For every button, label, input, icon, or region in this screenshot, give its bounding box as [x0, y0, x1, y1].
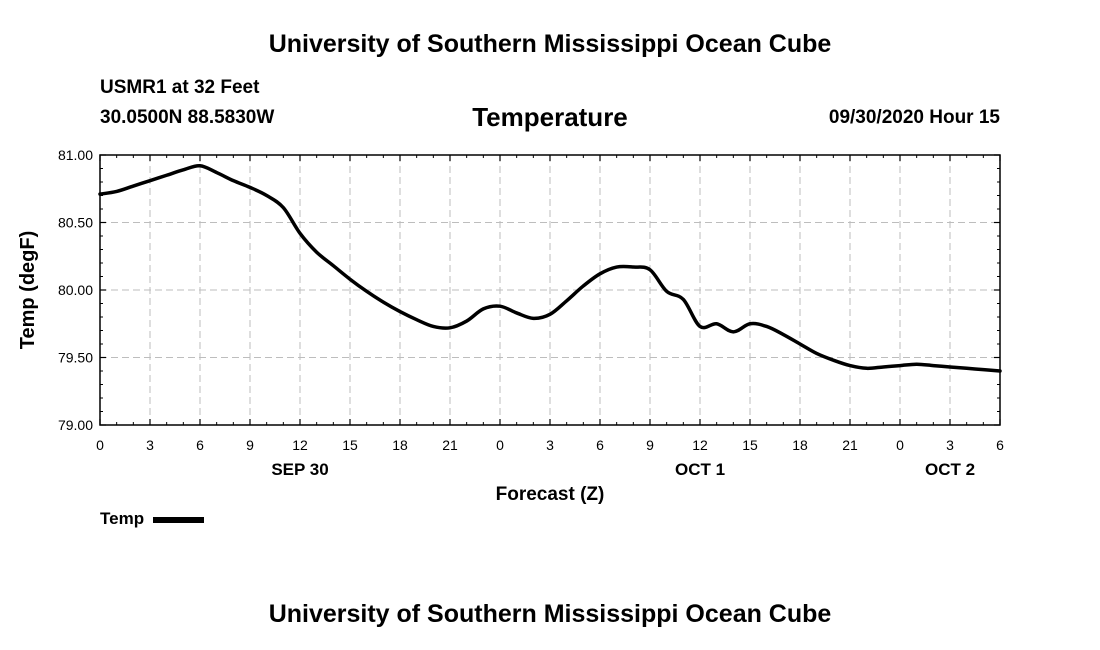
- date-label: OCT 1: [675, 460, 725, 479]
- legend: Temp: [100, 509, 205, 529]
- x-tick-label: 9: [246, 437, 254, 453]
- x-tick-label: 18: [392, 437, 408, 453]
- legend-line-swatch: [153, 517, 205, 523]
- y-axis-label: Temp (degF): [17, 231, 39, 350]
- x-tick-label: 0: [496, 437, 504, 453]
- datetime-label: 09/30/2020 Hour 15: [828, 107, 1000, 128]
- y-tick-label: 81.00: [58, 147, 93, 163]
- x-axis-label: Forecast (Z): [496, 484, 605, 505]
- x-tick-label: 9: [646, 437, 654, 453]
- bottom-title: University of Southern Mississippi Ocean…: [268, 600, 832, 628]
- x-tick-label: 3: [546, 437, 554, 453]
- x-tick-label: 18: [792, 437, 808, 453]
- x-tick-label: 12: [692, 437, 708, 453]
- x-tick-label: 0: [96, 437, 104, 453]
- x-tick-label: 6: [996, 437, 1004, 453]
- y-tick-label: 80.50: [58, 215, 93, 231]
- chart-title: Temperature: [472, 102, 628, 132]
- x-tick-label: 3: [146, 437, 154, 453]
- x-tick-label: 15: [742, 437, 758, 453]
- y-tick-label: 80.00: [58, 282, 93, 298]
- x-tick-label: 12: [292, 437, 308, 453]
- station-label: USMR1 at 32 Feet: [100, 77, 260, 98]
- y-tick-label: 79.00: [58, 417, 93, 433]
- legend-label: Temp: [100, 509, 145, 528]
- x-tick-label: 6: [196, 437, 204, 453]
- top-title: University of Southern Mississippi Ocean…: [268, 30, 832, 58]
- coordinates-label: 30.0500N 88.5830W: [100, 107, 275, 128]
- x-tick-label: 15: [342, 437, 358, 453]
- x-tick-label: 3: [946, 437, 954, 453]
- date-label: SEP 30: [271, 460, 328, 479]
- temp-series-line: [98, 164, 1002, 373]
- x-tick-label: 21: [842, 437, 858, 453]
- x-tick-label: 21: [442, 437, 458, 453]
- date-label: OCT 2: [925, 460, 975, 479]
- x-tick-label: 0: [896, 437, 904, 453]
- y-tick-label: 79.50: [58, 350, 93, 366]
- x-tick-label: 6: [596, 437, 604, 453]
